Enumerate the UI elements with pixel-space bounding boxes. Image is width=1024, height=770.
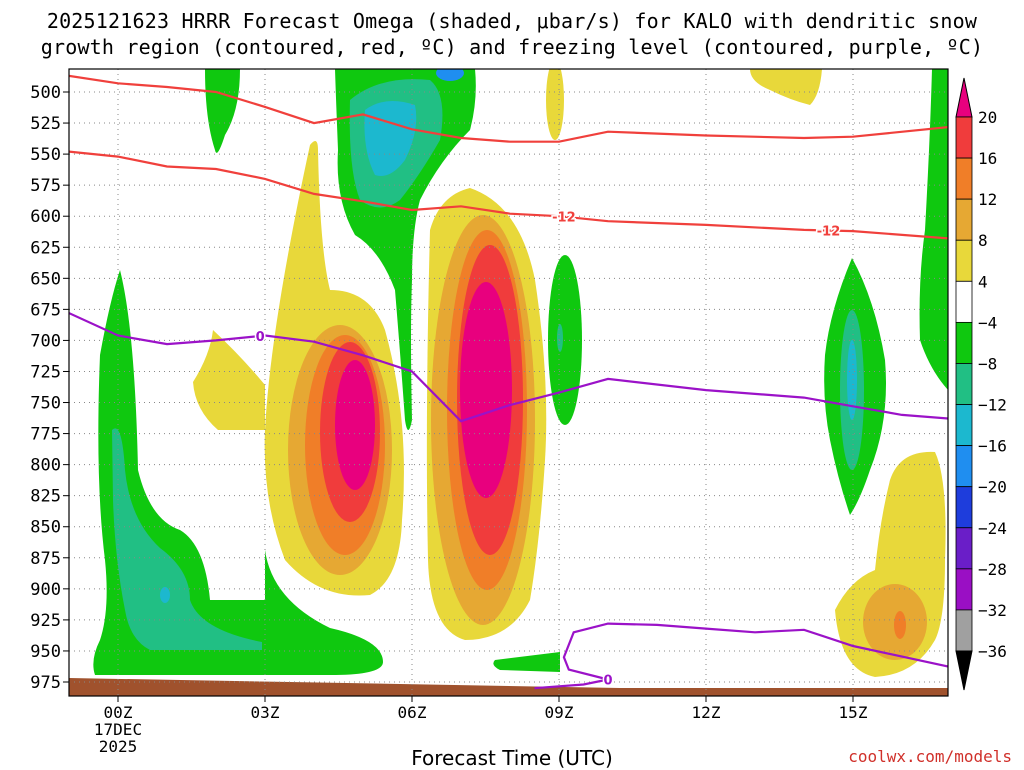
y-tick-label: 550: [30, 145, 61, 165]
omega-band-shape: [894, 611, 906, 639]
x-tick-label: 00Z: [104, 703, 133, 722]
omega-band-shape: [546, 69, 564, 140]
omega-band-shape: [847, 340, 857, 420]
colorbar-segment: [955, 116, 973, 159]
credit-text: coolwx.com/models: [848, 747, 1012, 766]
y-tick-label: 600: [30, 207, 61, 227]
omega-band-shape: [493, 652, 560, 672]
omega-band-shape: [750, 69, 822, 105]
chart-title: 2025121623 HRRR Forecast Omega (shaded, …: [0, 8, 1024, 60]
colorbar-segment: [955, 445, 973, 488]
colorbar-segment: [955, 198, 973, 241]
x-tick-label: 03Z: [251, 703, 280, 722]
omega-band-shape: [460, 282, 512, 498]
omega-band-shape: [335, 360, 375, 490]
contour-label: 0: [603, 674, 612, 689]
y-tick-label: 700: [30, 331, 61, 351]
terrain-fill: [69, 678, 948, 696]
y-axis: 500 525 550 575 600 625 650 675 700 725 750 775 800 8…: [30, 83, 69, 693]
x-axis-label: Forecast Time (UTC): [411, 746, 613, 770]
colorbar-label: −24: [978, 519, 1007, 538]
colorbar-segment: [955, 404, 973, 447]
colorbar-bottom-arrow: [955, 650, 973, 691]
title-line-2: growth region (contoured, red, ºC) and f…: [40, 35, 984, 59]
omega-band-shape: [436, 69, 464, 81]
contour-label: 0: [256, 330, 265, 345]
omega-band-shape: [205, 69, 240, 153]
y-tick-label: 775: [30, 425, 61, 445]
contour-line: [69, 150, 948, 240]
y-tick-label: 925: [30, 611, 61, 631]
omega-band-shape: [557, 324, 563, 352]
terrain-strip: [69, 678, 948, 696]
omega-band-shape: [193, 330, 265, 430]
colorbar-label: −20: [978, 478, 1007, 497]
colorbar-segment: [955, 321, 973, 364]
colorbar-segment: [955, 527, 973, 570]
y-tick-label: 525: [30, 114, 61, 134]
colorbar-segment: [955, 609, 973, 652]
colorbar: 20 16 12 8 4 −4 −8 −12 −16 −20 −24 −28 −32 −36: [955, 77, 1007, 691]
y-tick-label: 850: [30, 518, 61, 538]
y-tick-label: 800: [30, 456, 61, 476]
omega-shading: [93, 69, 948, 677]
colorbar-label: −4: [978, 313, 997, 332]
omega-band-shape: [160, 587, 170, 603]
contour-label: -12: [817, 224, 841, 239]
temperature-contours: -12 -12 0 0: [69, 74, 948, 690]
y-tick-label: 825: [30, 487, 61, 507]
colorbar-label: 8: [978, 231, 988, 250]
x-tick-label: 09Z: [545, 703, 574, 722]
x-tick-year: 2025: [99, 737, 138, 756]
y-tick-label: 650: [30, 269, 61, 289]
y-tick-label: 975: [30, 673, 61, 693]
colorbar-segment: [955, 486, 973, 529]
y-tick-label: 625: [30, 238, 61, 258]
colorbar-label: −16: [978, 437, 1007, 456]
colorbar-label: −36: [978, 642, 1007, 661]
omega-band-shape: [112, 428, 262, 650]
colorbar-segment: [955, 239, 973, 282]
y-tick-label: 900: [30, 580, 61, 600]
title-line-1: 2025121623 HRRR Forecast Omega (shaded, …: [46, 9, 978, 33]
plot-border: [68, 68, 949, 697]
contour-line: [69, 312, 948, 423]
contour-line: [69, 74, 948, 143]
x-tick-label: 12Z: [692, 703, 721, 722]
colorbar-segment: [955, 363, 973, 405]
y-tick-label: 575: [30, 176, 61, 196]
colorbar-top-arrow: [955, 77, 973, 118]
colorbar-segment: [955, 568, 973, 611]
colorbar-label: 20: [978, 108, 997, 127]
plot-frame: [68, 68, 949, 697]
colorbar-label: −28: [978, 560, 1007, 579]
colorbar-label: 12: [978, 190, 997, 209]
colorbar-segment: [955, 280, 973, 323]
contour-line: [534, 622, 948, 690]
contour-label: -12: [552, 211, 576, 226]
x-tick-label: 06Z: [398, 703, 427, 722]
colorbar-segment: [955, 157, 973, 200]
y-tick-label: 725: [30, 362, 61, 382]
y-tick-label: 500: [30, 83, 61, 103]
colorbar-label: 16: [978, 149, 997, 168]
y-tick-label: 875: [30, 549, 61, 569]
colorbar-label: 4: [978, 272, 988, 291]
x-tick-date: 17DEC: [94, 720, 142, 739]
y-tick-label: 675: [30, 300, 61, 320]
colorbar-label: −8: [978, 354, 997, 373]
y-tick-label: 950: [30, 642, 61, 662]
colorbar-label: −12: [978, 396, 1007, 415]
omega-band-shape: [919, 69, 948, 390]
y-tick-label: 750: [30, 394, 61, 414]
x-tick-label: 15Z: [839, 703, 868, 722]
colorbar-label: −32: [978, 601, 1007, 620]
